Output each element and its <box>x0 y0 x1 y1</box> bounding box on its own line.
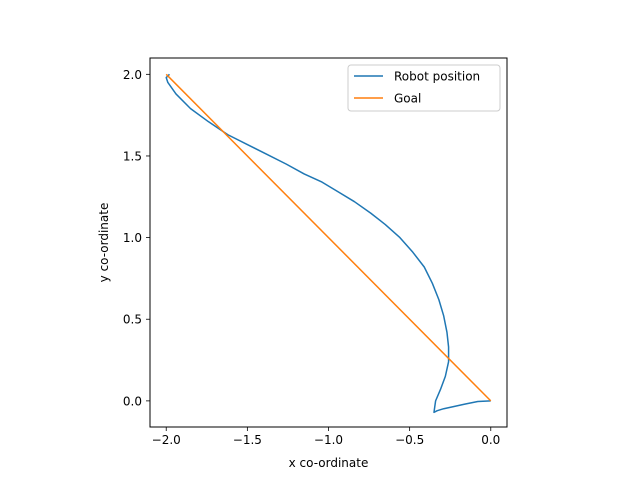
series-line-robot-position <box>165 73 491 414</box>
plot-frame <box>149 57 508 428</box>
x-tick-label: −0.5 <box>395 433 424 447</box>
y-tick-label: 0.0 <box>123 394 142 408</box>
y-tick-label: 1.5 <box>123 149 142 163</box>
y-tick-label: 2.0 <box>123 68 142 82</box>
x-tick-label: −1.5 <box>233 433 262 447</box>
x-axis-label: x co-ordinate <box>289 456 369 470</box>
x-tick-label: 0.0 <box>481 433 500 447</box>
legend-label-goal: Goal <box>394 92 421 106</box>
x-tick-label: −1.0 <box>314 433 343 447</box>
y-tick-label: 0.5 <box>123 313 142 327</box>
series-line-goal <box>165 73 492 402</box>
y-axis-label: y co-ordinate <box>97 203 111 283</box>
y-tick-label: 1.0 <box>123 231 142 245</box>
x-tick-label: −2.0 <box>152 433 181 447</box>
legend-label-robot-position: Robot position <box>394 70 480 84</box>
legend: Robot position Goal <box>347 64 501 112</box>
legend-box <box>347 64 501 112</box>
